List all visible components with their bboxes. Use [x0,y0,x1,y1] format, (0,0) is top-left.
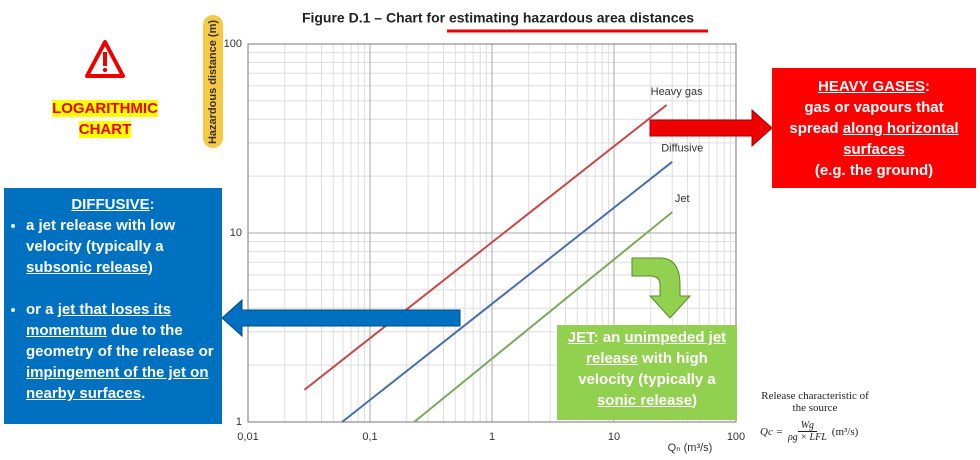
text: ) [147,259,153,276]
heading: HEAVY GASES [818,78,925,95]
x-tick-label: 100 [727,431,745,443]
y-tick-label: 100 [224,38,242,50]
x-tick-label: 0,01 [237,431,258,443]
text: a jet release with low velocity (typical… [26,217,176,255]
formula-caption: Release characteristic of the source [761,390,869,414]
log-note-text: CHART [78,121,132,138]
bullet: a jet release with low velocity (typical… [26,215,216,278]
arrow-jet [631,257,692,319]
text: gas or vapours that [804,99,944,116]
text: sonic release [596,392,693,409]
heading: DIFFUSIVE [71,196,150,213]
y-tick-label: 1 [236,416,242,428]
x-axis-label: Qₙ (m³/s) [668,442,713,454]
x-tick-label: 0,1 [362,431,377,443]
chart-title: Figure D.1 – Chart for estimating hazard… [302,10,694,26]
text: or a [26,301,58,318]
plot-frame [247,43,737,423]
arrow-heavy [649,108,773,148]
jet-box: JET: an unimpeded jet release with high … [557,325,737,420]
diffusive-box: DIFFUSIVE: a jet release with low veloci… [4,188,222,424]
fraction: Wg ρg × LFL [788,420,827,443]
numerator: Wg [797,420,818,432]
text: due to the geometry of the release or [26,322,214,360]
bullet: or a jet that loses its momentum due to … [26,299,216,404]
series-label: Jet [675,193,690,205]
arrow-diffusive [221,298,461,338]
log-note: LOGARITHMIC CHART [40,98,170,140]
heavy-gases-box: HEAVY GASES: gas or vapours that spread … [772,68,976,188]
series-line [341,161,673,423]
formula-row: Qc = Wg ρg × LFL (m³/s) [760,420,975,443]
text: subsonic release [26,259,148,276]
series-line [413,211,673,423]
series-label: Heavy gas [651,86,703,98]
heading: JET [567,329,594,346]
x-tick-label: 1 [489,431,495,443]
formula-lhs: Qc = [760,425,783,438]
warning-icon [85,40,125,78]
y-tick-label: 10 [230,227,242,239]
text: (e.g. the ground) [814,162,934,179]
plot-area: 0,01 0,1 1 10 100 1 10 100 Heavy gas Diffusive Jet [224,38,746,443]
y-label-bg [203,15,223,148]
text: : [149,196,155,213]
text: unimpeded jet release [586,329,727,367]
text: along horizontal surfaces [842,120,959,158]
text: jet that loses its momentum [26,301,172,339]
y-axis-label: Hazardous distance (m) [207,20,219,144]
text: with high velocity (typically a [578,350,716,388]
series-label: Diffusive [661,143,703,155]
series-line [303,104,668,391]
x-tick-label: 10 [608,431,620,443]
text: ) [692,392,698,409]
text: . [141,385,146,402]
bullets: a jet release with low velocity (typical… [10,215,216,404]
denominator: ρg × LFL [788,432,827,443]
text: impingement of the jet on nearby surface… [26,364,209,402]
formula: Release characteristic of the source Qc … [760,390,975,443]
text: : an [593,329,625,346]
text: spread [789,120,843,137]
text: : [924,78,930,95]
log-note-text: LOGARITHMIC [52,100,158,117]
formula-unit: (m³/s) [831,425,859,438]
